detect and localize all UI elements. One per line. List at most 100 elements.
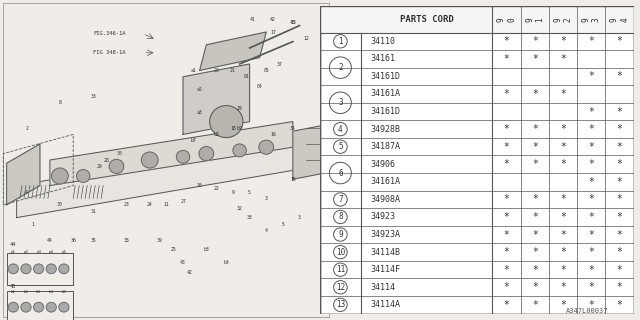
Text: *: * — [588, 177, 594, 187]
Text: *: * — [504, 142, 509, 152]
Text: PARTS CORD: PARTS CORD — [400, 15, 454, 24]
Text: 05: 05 — [264, 68, 269, 73]
Text: *: * — [588, 282, 594, 292]
Text: 4: 4 — [338, 124, 342, 134]
Text: 8: 8 — [338, 212, 342, 221]
Text: 34908A: 34908A — [370, 195, 400, 204]
Text: *: * — [532, 247, 538, 257]
Text: 11: 11 — [336, 265, 345, 274]
Text: *: * — [616, 124, 623, 134]
Text: *: * — [504, 195, 509, 204]
Text: b7: b7 — [190, 138, 196, 143]
Text: 01: 01 — [243, 74, 249, 79]
Text: 30: 30 — [57, 202, 63, 207]
Text: 16: 16 — [270, 132, 276, 137]
Text: 29: 29 — [97, 164, 102, 169]
Text: 9
1: 9 1 — [525, 17, 545, 22]
Text: *: * — [532, 89, 538, 99]
Circle shape — [210, 106, 243, 138]
Circle shape — [46, 264, 56, 274]
Circle shape — [233, 144, 246, 157]
Text: b8: b8 — [214, 132, 219, 137]
Text: 25: 25 — [170, 247, 176, 252]
Text: 3: 3 — [265, 196, 268, 201]
Circle shape — [52, 168, 68, 184]
Circle shape — [46, 302, 56, 312]
Text: 4: 4 — [265, 228, 268, 233]
Text: 22: 22 — [214, 186, 219, 191]
Text: *: * — [560, 36, 566, 46]
Text: 37: 37 — [276, 61, 282, 67]
Text: 8: 8 — [58, 100, 61, 105]
Polygon shape — [50, 122, 293, 186]
Text: b9: b9 — [237, 125, 243, 131]
Text: *: * — [504, 124, 509, 134]
Text: *: * — [616, 36, 623, 46]
Text: 34161A: 34161A — [370, 90, 400, 99]
Text: *: * — [504, 300, 509, 310]
Polygon shape — [6, 144, 40, 205]
Text: 31: 31 — [90, 209, 96, 214]
Circle shape — [21, 264, 31, 274]
Text: p2: p2 — [24, 250, 28, 254]
Text: *: * — [504, 54, 509, 64]
Text: 5: 5 — [338, 142, 342, 151]
Text: *: * — [560, 54, 566, 64]
Text: *: * — [532, 229, 538, 240]
Text: *: * — [532, 212, 538, 222]
Text: *: * — [588, 107, 594, 116]
Text: 34114B: 34114B — [370, 248, 400, 257]
Text: 5: 5 — [282, 221, 284, 227]
Text: 28: 28 — [104, 157, 109, 163]
Text: 9
0: 9 0 — [497, 17, 516, 22]
Text: 13: 13 — [336, 300, 345, 309]
Text: 42: 42 — [270, 17, 276, 22]
Circle shape — [21, 302, 31, 312]
FancyBboxPatch shape — [3, 3, 330, 317]
Text: *: * — [588, 265, 594, 275]
Text: 9
2: 9 2 — [554, 17, 573, 22]
Circle shape — [34, 302, 44, 312]
Text: 38: 38 — [124, 237, 129, 243]
Circle shape — [59, 302, 69, 312]
Text: *: * — [532, 265, 538, 275]
Text: 44: 44 — [10, 243, 17, 247]
Text: 33: 33 — [90, 93, 96, 99]
Polygon shape — [17, 134, 316, 218]
Text: *: * — [560, 247, 566, 257]
Text: *: * — [504, 159, 509, 169]
Text: *: * — [616, 142, 623, 152]
Text: 30: 30 — [117, 151, 123, 156]
Text: 20: 20 — [214, 68, 219, 73]
Text: 34161D: 34161D — [370, 107, 400, 116]
Text: 17: 17 — [270, 29, 276, 35]
Text: *: * — [616, 177, 623, 187]
FancyBboxPatch shape — [320, 6, 634, 33]
Text: *: * — [616, 247, 623, 257]
Circle shape — [59, 264, 69, 274]
Text: a1: a1 — [190, 68, 196, 73]
Text: *: * — [504, 212, 509, 222]
Text: 7: 7 — [338, 195, 342, 204]
Text: *: * — [560, 212, 566, 222]
Text: *: * — [616, 282, 623, 292]
Text: 2: 2 — [25, 125, 28, 131]
Text: 13: 13 — [290, 20, 296, 25]
Text: *: * — [560, 89, 566, 99]
Text: *: * — [616, 300, 623, 310]
Circle shape — [77, 170, 90, 182]
Circle shape — [177, 150, 189, 163]
Text: *: * — [532, 282, 538, 292]
Text: 27: 27 — [180, 199, 186, 204]
Text: *: * — [616, 265, 623, 275]
Text: *: * — [560, 142, 566, 152]
Text: b3: b3 — [36, 290, 41, 294]
Text: 12: 12 — [336, 283, 345, 292]
Text: 12: 12 — [303, 36, 309, 41]
Text: 5: 5 — [248, 189, 251, 195]
Text: *: * — [532, 300, 538, 310]
Text: p4: p4 — [49, 250, 54, 254]
Text: b4: b4 — [223, 260, 229, 265]
Text: a2: a2 — [197, 87, 202, 92]
Text: 34114A: 34114A — [370, 300, 400, 309]
